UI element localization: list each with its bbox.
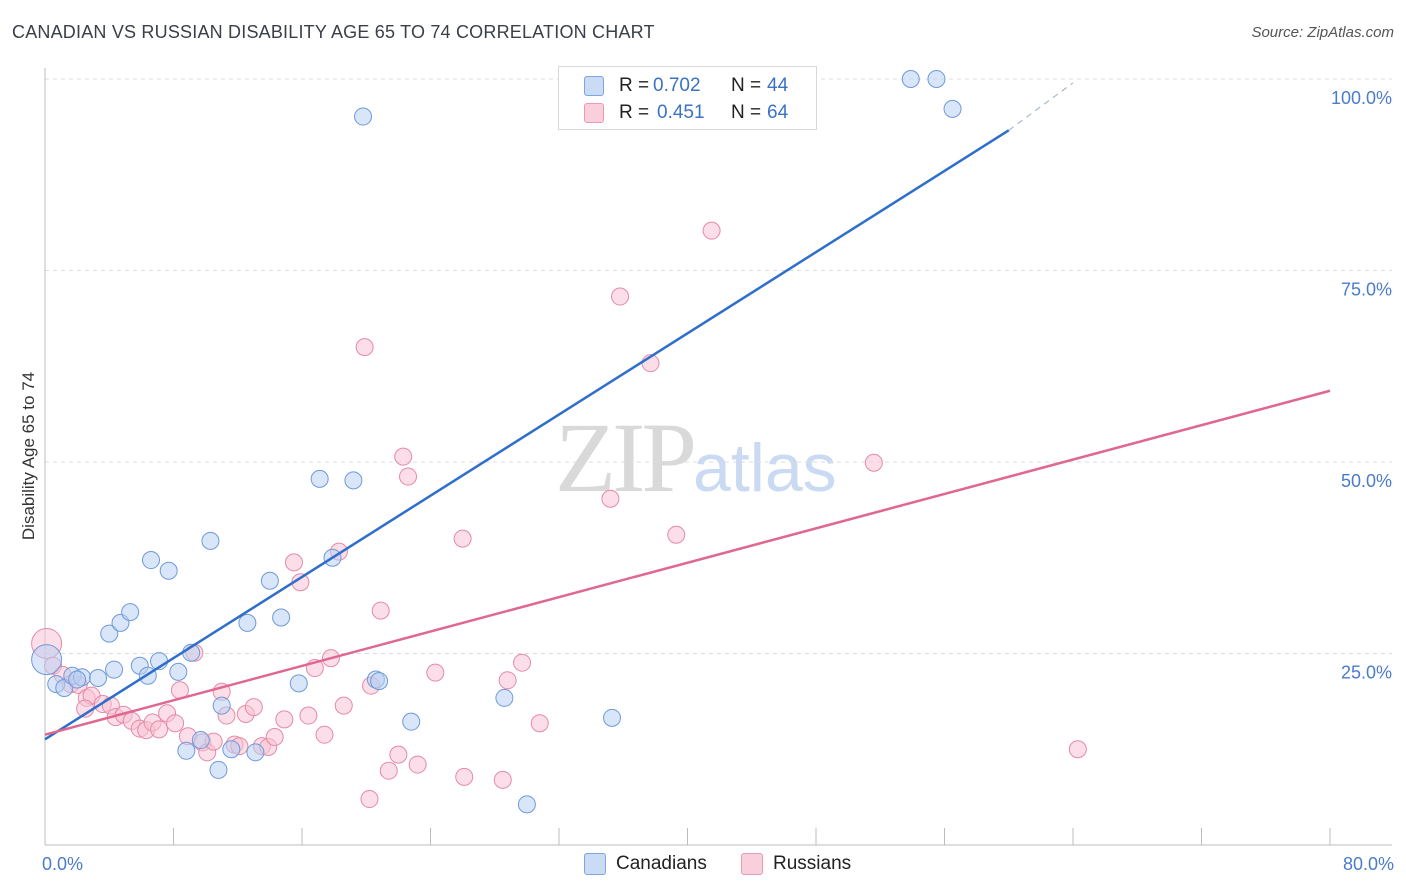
canadians-point-6	[89, 669, 108, 688]
canadians-point-27	[272, 608, 291, 627]
trend-lines	[44, 82, 1331, 741]
canadians-point-42	[927, 70, 946, 88]
gridlines	[45, 78, 1392, 654]
russians-point-62	[667, 525, 686, 544]
tick-labels: 25.0% 50.0% 75.0% 100.0% 0.0% 80.0%	[42, 88, 1394, 874]
canadians-point-31	[344, 471, 363, 490]
russians-point-63	[702, 221, 721, 240]
russians-point-55	[493, 770, 512, 789]
canadians-point-35	[402, 712, 421, 731]
correlation-legend: R = 0.702 N = 44 R = 0.451 N = 64	[558, 66, 817, 130]
russians-r-value: 0.451	[657, 102, 705, 123]
source-label: Source: ZipAtlas.com	[1251, 24, 1394, 41]
canadians-r-value: 0.702	[653, 75, 701, 96]
russians-point-35	[284, 553, 303, 572]
russians-point-43	[355, 338, 374, 357]
axes	[44, 68, 1392, 846]
canadians-point-20	[201, 531, 220, 550]
russians-legend-label: Russians	[773, 853, 852, 874]
russians-n-value: 64	[767, 102, 789, 123]
x-tick-label-0: 0.0%	[42, 854, 83, 874]
canadians-point-38	[603, 708, 622, 727]
russians-legend-swatch	[741, 853, 763, 875]
canadians-point-13	[105, 660, 124, 679]
russians-point-44	[360, 790, 379, 809]
x-tick-label-80: 80.0%	[1343, 854, 1394, 874]
canadians-trend-extension	[1008, 82, 1074, 131]
canadians-legend-swatch	[584, 853, 606, 875]
canadians-point-29	[310, 469, 329, 488]
russians-point-18	[166, 714, 185, 733]
canadians-point-34	[370, 672, 389, 691]
russians-point-57	[513, 653, 532, 672]
canadians-point-22	[209, 760, 228, 779]
watermark: ZIPatlas	[555, 400, 837, 515]
canadians-point-41	[901, 70, 920, 88]
canadians-point-25	[246, 743, 265, 762]
watermark-zip: ZIP	[555, 402, 697, 513]
russians-point-39	[315, 725, 334, 744]
russians-point-52	[426, 663, 445, 682]
canadians-point-18	[177, 741, 196, 760]
russians-point-59	[601, 489, 620, 508]
russians-point-37	[299, 706, 318, 725]
canadians-trend-line	[44, 129, 1010, 741]
russians-point-49	[394, 447, 413, 466]
russians-point-16	[150, 720, 169, 739]
chart-title: CANADIAN VS RUSSIAN DISABILITY AGE 65 TO…	[12, 22, 655, 42]
canadians-point-21	[212, 696, 231, 715]
canadians-n-value: 44	[767, 75, 789, 96]
russians-trend-line	[44, 389, 1331, 736]
canadians-point-7	[100, 624, 119, 643]
russians-point-65	[1068, 740, 1087, 759]
canadians-point-24	[238, 613, 257, 632]
canadians-point-23	[222, 740, 241, 759]
canadians-point-9	[121, 603, 140, 622]
watermark-atlas: atlas	[693, 430, 837, 506]
russians-point-48	[389, 745, 408, 764]
russians-point-58	[530, 714, 549, 733]
canadians-r-label: R =	[619, 75, 650, 96]
russians-r-label: R =	[619, 102, 650, 123]
canadians-point-37	[517, 795, 536, 814]
russians-points	[31, 221, 1087, 809]
y-tick-label-50: 50.0%	[1341, 471, 1392, 491]
y-tick-label-25: 25.0%	[1341, 663, 1392, 683]
legend-item-canadians: Canadians	[584, 851, 707, 877]
canadians-n-label: N =	[731, 75, 762, 96]
russians-point-47	[379, 761, 398, 780]
canadians-point-28	[289, 674, 308, 693]
canadians-point-11	[159, 561, 178, 580]
russians-point-50	[399, 467, 418, 486]
russians-point-53	[453, 529, 472, 548]
canadians-point-10	[142, 551, 161, 570]
canadians-point-5	[68, 670, 87, 689]
canadians-point-36	[495, 688, 514, 707]
russians-point-46	[371, 601, 390, 620]
y-tick-label-75: 75.0%	[1341, 280, 1392, 300]
russians-point-56	[498, 671, 517, 690]
y-tick-label-100: 100.0%	[1331, 88, 1392, 108]
russians-point-64	[864, 453, 883, 472]
canadians-point-32	[354, 107, 373, 126]
canadians-swatch	[584, 76, 604, 96]
russians-point-42	[334, 696, 353, 715]
y-axis-label: Disability Age 65 to 74	[19, 372, 38, 540]
russians-n-label: N =	[731, 102, 762, 123]
canadians-point-19	[191, 731, 210, 750]
canadians-legend-label: Canadians	[616, 853, 707, 874]
russians-point-51	[408, 755, 427, 774]
russians-point-30	[244, 698, 263, 717]
canadians-point-26	[260, 571, 279, 590]
russians-swatch	[584, 103, 604, 123]
legend-item-russians: Russians	[741, 851, 851, 877]
russians-point-54	[455, 767, 474, 786]
canadians-point-0	[31, 644, 63, 676]
canadians-point-16	[169, 662, 188, 681]
russians-point-34	[275, 710, 294, 729]
canadians-point-43	[943, 99, 962, 118]
russians-point-60	[611, 287, 630, 306]
russians-point-33	[265, 727, 284, 746]
